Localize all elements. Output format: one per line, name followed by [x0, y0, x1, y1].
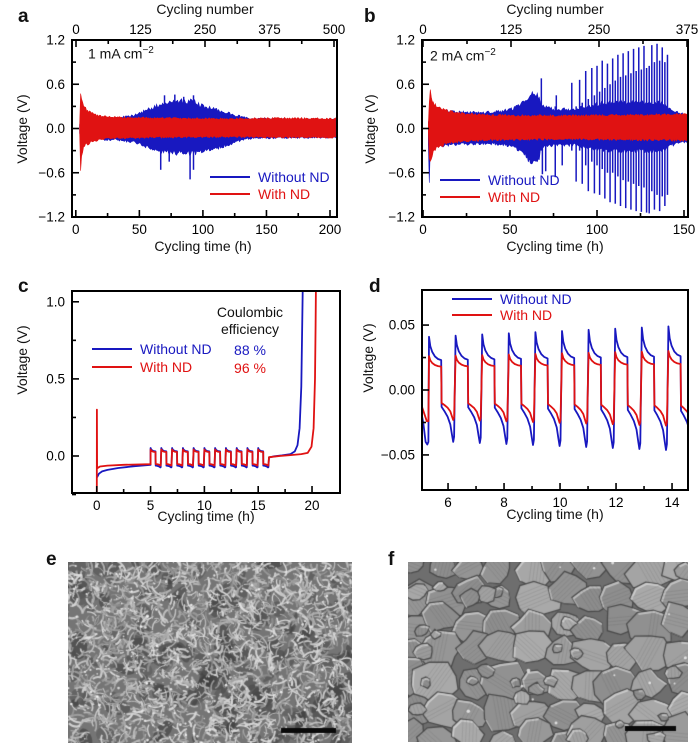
axis-title-voltage-b: Voltage (V)	[362, 94, 378, 164]
svg-text:1.2: 1.2	[46, 33, 65, 48]
chart-d: 6 8 10 12 14 0.05 0.00 −0.05	[381, 289, 689, 510]
svg-text:8: 8	[500, 495, 508, 510]
line-swatch-with-nd	[440, 195, 480, 198]
line-swatch-without-nd	[452, 297, 492, 300]
line-swatch-with-nd	[452, 313, 492, 316]
svg-text:1.0: 1.0	[46, 294, 65, 309]
legend-item: With ND	[210, 186, 330, 202]
legend-item: Without ND	[92, 341, 212, 357]
legend-b: Without ND With ND	[440, 172, 560, 205]
svg-text:10: 10	[197, 498, 212, 513]
svg-text:0.00: 0.00	[389, 383, 415, 398]
svg-text:6: 6	[444, 495, 452, 510]
svg-text:0: 0	[72, 222, 80, 237]
axis-title-cycling-number-a: Cycling number	[156, 1, 254, 17]
svg-text:14: 14	[665, 495, 681, 510]
annotation-current-density-b: 2 mA cm−2	[430, 47, 496, 64]
legend-item: With ND	[452, 307, 572, 323]
svg-text:0.6: 0.6	[396, 77, 415, 92]
svg-text:1.2: 1.2	[396, 33, 415, 48]
svg-text:0: 0	[93, 498, 101, 513]
legend-d: Without ND With ND	[452, 291, 572, 323]
chart-a: 0 50 100 150 200 1.2 0.6 0.0 −0.6 −1.2 0 125 250 375 5…	[38, 22, 345, 237]
panel-label-b: b	[364, 6, 376, 27]
panel-label-c: c	[18, 276, 29, 297]
legend-item: Without ND	[452, 291, 572, 307]
coulombic-efficiency-value-without-nd: 88 %	[234, 342, 266, 358]
axis-title-cycling-time-b: Cycling time (h)	[506, 238, 604, 254]
panel-label-f: f	[388, 549, 395, 570]
svg-text:150: 150	[673, 222, 696, 237]
svg-text:20: 20	[305, 498, 320, 513]
annotation-current-density-a: 1 mA cm−2	[88, 45, 154, 62]
axis-title-cycling-number-b: Cycling number	[506, 1, 604, 17]
line-swatch-with-nd	[210, 192, 250, 195]
svg-text:0.5: 0.5	[46, 371, 65, 386]
chart-c: 0 5 10 15 20 1.0 0.5 0.0	[46, 290, 341, 513]
chart-b: 0 50 100 150 1.2 0.6 0.0 −0.6 −1.2 0 125 250 375	[388, 22, 698, 237]
panel-label-d: d	[369, 276, 381, 297]
line-swatch-with-nd	[92, 365, 132, 368]
svg-text:0: 0	[419, 22, 427, 37]
svg-text:12: 12	[609, 495, 624, 510]
sem-image-without-nd	[68, 562, 352, 743]
svg-text:0.6: 0.6	[46, 77, 65, 92]
svg-text:0: 0	[72, 22, 80, 37]
svg-text:200: 200	[319, 222, 342, 237]
svg-text:100: 100	[586, 222, 609, 237]
axis-title-cycling-time-c: Cycling time (h)	[157, 508, 255, 524]
line-swatch-without-nd	[210, 175, 250, 178]
svg-text:0.0: 0.0	[396, 121, 415, 136]
axis-title-cycling-time-a: Cycling time (h)	[154, 238, 252, 254]
legend-a: Without ND With ND	[210, 169, 330, 202]
svg-text:150: 150	[255, 222, 278, 237]
panel-label-a: a	[18, 6, 29, 27]
svg-text:250: 250	[588, 22, 611, 37]
svg-text:0.0: 0.0	[46, 448, 65, 463]
svg-text:500: 500	[323, 22, 346, 37]
svg-text:50: 50	[503, 222, 518, 237]
svg-text:125: 125	[500, 22, 523, 37]
axis-title-voltage-a: Voltage (V)	[14, 94, 30, 164]
axis-title-voltage-c: Voltage (V)	[14, 325, 30, 395]
svg-text:50: 50	[132, 222, 147, 237]
svg-text:0: 0	[419, 222, 427, 237]
svg-text:100: 100	[192, 222, 215, 237]
svg-text:5: 5	[147, 498, 155, 513]
svg-text:375: 375	[676, 22, 699, 37]
svg-text:375: 375	[258, 22, 281, 37]
line-swatch-without-nd	[92, 347, 132, 350]
coulombic-efficiency-value-with-nd: 96 %	[234, 360, 266, 376]
svg-text:−0.05: −0.05	[381, 447, 415, 462]
svg-text:15: 15	[251, 498, 266, 513]
line-swatch-without-nd	[440, 178, 480, 181]
axis-title-voltage-d: Voltage (V)	[360, 323, 376, 393]
svg-text:125: 125	[129, 22, 152, 37]
svg-text:−1.2: −1.2	[38, 210, 65, 225]
coulombic-efficiency-header: Coulombic efficiency	[216, 304, 284, 337]
svg-text:10: 10	[553, 495, 568, 510]
sem-image-with-nd	[408, 562, 688, 742]
legend-item: With ND	[440, 189, 560, 205]
panel-label-e: e	[46, 549, 57, 570]
legend-item: Without ND	[210, 169, 330, 185]
axis-title-cycling-time-d: Cycling time (h)	[506, 506, 604, 522]
legend-item: Without ND	[440, 172, 560, 188]
svg-text:0.05: 0.05	[389, 318, 415, 333]
svg-text:−1.2: −1.2	[388, 210, 415, 225]
svg-text:0.0: 0.0	[46, 121, 65, 136]
legend-c: Without ND With ND	[92, 341, 212, 375]
svg-text:250: 250	[194, 22, 217, 37]
svg-text:−0.6: −0.6	[38, 165, 65, 180]
svg-text:−0.6: −0.6	[388, 165, 415, 180]
legend-item: With ND	[92, 359, 212, 375]
